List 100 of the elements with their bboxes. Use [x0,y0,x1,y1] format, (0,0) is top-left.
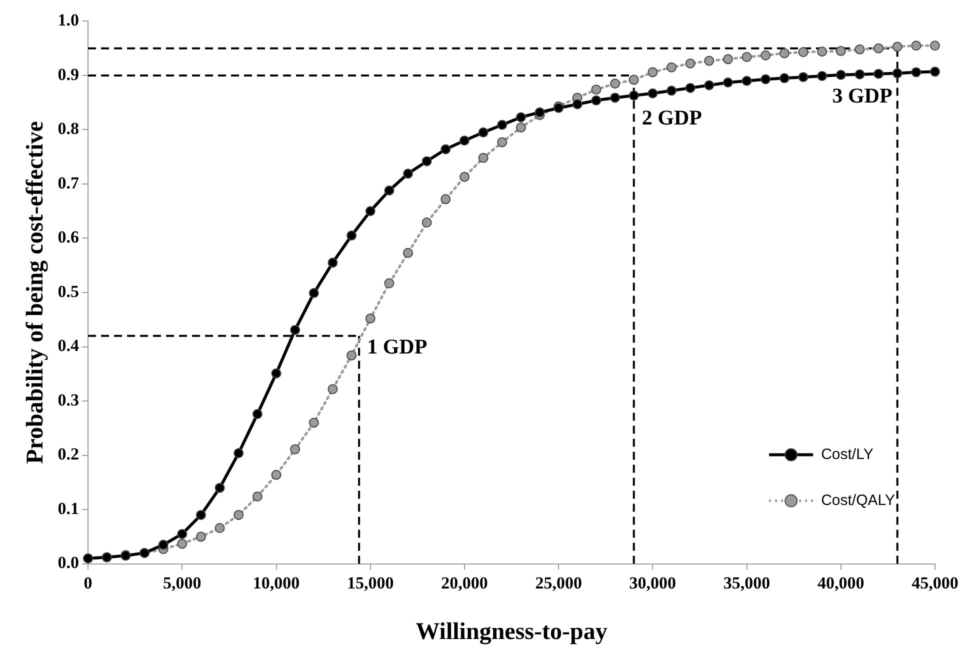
point [346,230,357,241]
point [685,82,696,93]
point [591,95,602,106]
point [196,532,206,542]
point [742,52,752,62]
point [892,42,902,52]
y-tick-label: 0.0 [58,553,80,572]
point [459,136,470,146]
x-tick-label: 10,000 [252,573,300,592]
y-tick-label: 1.0 [58,10,80,30]
y-tick-label: 0.2 [58,444,80,464]
point [422,218,432,228]
point [628,74,639,85]
point [666,62,677,72]
point [346,350,357,360]
point [328,258,338,268]
x-tick-label: 15,000 [346,573,394,592]
x-tick-label: 45,000 [912,573,958,592]
point [290,324,300,335]
point [704,56,714,66]
point [252,492,262,502]
point [648,88,658,98]
point [779,48,790,58]
point [365,314,376,324]
y-tick-label: 0.3 [58,390,80,410]
point [328,384,338,394]
x-tick-label: 30,000 [629,573,676,592]
legend-label: Cost/QALY [821,492,896,509]
point [760,74,771,84]
point [648,67,658,78]
point [591,84,602,95]
point [384,278,394,288]
point [628,90,639,101]
point [177,528,188,539]
point [440,194,451,204]
point [516,122,526,133]
point [722,54,733,64]
x-axis-title: Willingness-to-pay [416,618,608,645]
point [704,80,714,90]
point [911,67,922,78]
point [497,137,508,148]
point [685,58,696,69]
y-tick-label: 0.5 [58,282,80,301]
y-tick-label: 0.6 [58,228,80,247]
point [214,522,225,533]
x-tick-label: 25,000 [535,573,582,592]
x-tick-label: 0 [84,573,92,592]
point [779,73,790,84]
annotation: 1 GDP [367,334,428,358]
y-tick-label: 0.8 [58,119,80,138]
point [610,78,620,89]
x-tick-label: 5,000 [163,573,202,592]
point [892,68,902,78]
point [365,206,376,216]
y-tick-label: 0.4 [58,336,80,356]
x-tick-label: 40,000 [818,573,864,592]
annotation: 3 GDP [832,84,893,108]
point [854,69,865,80]
point [214,482,225,493]
point [930,40,940,51]
point [177,538,188,549]
point [534,107,545,118]
point [403,248,414,258]
legend-label: Cost/LY [821,446,874,463]
point [271,470,282,480]
x-tick-label: 35,000 [723,573,770,592]
point [308,418,319,428]
y-axis-title: Probability of being cost-effective [22,120,49,464]
point [930,66,940,77]
point [158,540,168,550]
point [478,152,488,163]
point [384,185,394,196]
point [459,172,470,182]
y-tick-label: 0.1 [58,498,80,518]
point [798,72,808,82]
point [234,448,244,458]
point [911,40,922,51]
point [610,92,620,103]
point [722,78,733,88]
point [478,127,488,138]
point [271,368,282,378]
point [760,50,771,60]
x-tick-label: 20,000 [441,573,488,592]
point [290,444,300,454]
point [234,510,244,520]
point [854,44,865,54]
point [817,71,828,82]
point [836,46,846,56]
point [422,156,432,166]
point [742,76,752,86]
point [572,99,582,110]
point [403,168,414,179]
point [798,47,808,58]
point [252,409,262,420]
point [874,68,884,79]
point [440,144,451,154]
point [666,86,677,96]
y-tick-label: 0.9 [58,64,80,84]
point [817,46,828,57]
annotation: 2 GDP [642,105,702,130]
